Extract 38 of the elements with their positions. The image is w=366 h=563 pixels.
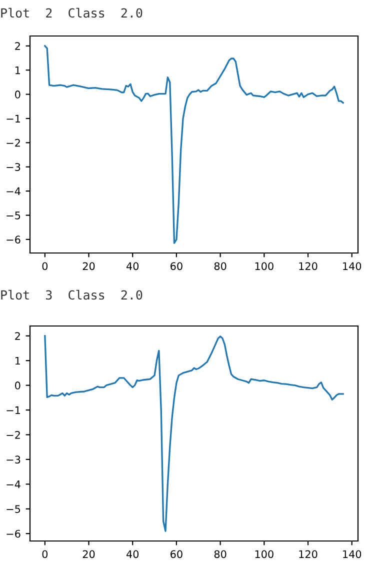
x-tick-label: 20	[82, 262, 95, 270]
y-tick-label: −4	[6, 187, 20, 196]
chart-title: Plot 3 Class 2.0	[1, 290, 142, 300]
x-tick-label: 0	[42, 262, 48, 270]
y-tick-label: −3	[6, 163, 20, 171]
y-tick-label: −2	[6, 430, 20, 439]
y-tick-label: −1	[6, 406, 20, 414]
y-tick-label: −5	[6, 212, 20, 220]
x-tick-label: 100	[255, 550, 274, 558]
y-tick-label: 1	[15, 66, 20, 74]
y-tick-label: −6	[6, 236, 20, 244]
y-tick-label: 0	[15, 382, 20, 390]
y-tick-label: 1	[15, 356, 20, 365]
y-tick-label: 0	[15, 90, 20, 98]
y-tick-label: −4	[6, 480, 20, 488]
x-tick-label: 0	[42, 550, 48, 558]
x-tick-label: 80	[214, 262, 226, 270]
x-tick-label: 60	[170, 550, 182, 558]
y-tick-label: −2	[6, 138, 20, 147]
x-tick-label: 20	[82, 550, 95, 558]
chart-title: Plot 2 Class 2.0	[1, 8, 142, 18]
x-tick-label: 60	[170, 262, 182, 270]
x-tick-label: 40	[126, 262, 139, 270]
y-tick-label: −3	[6, 456, 20, 464]
y-tick-label: 2	[15, 42, 20, 50]
x-tick-label: 100	[255, 262, 274, 270]
x-tick-label: 120	[299, 262, 318, 270]
x-tick-label: 140	[343, 262, 362, 270]
line-series	[44, 335, 344, 532]
x-tick-label: 40	[126, 550, 139, 558]
y-tick-label: −1	[6, 114, 20, 122]
y-tick-label: −5	[6, 505, 20, 513]
x-tick-label: 80	[214, 550, 226, 558]
line-series	[44, 45, 344, 244]
x-tick-label: 140	[343, 550, 362, 558]
y-tick-label: −6	[6, 530, 20, 538]
x-tick-label: 120	[299, 550, 318, 558]
y-tick-label: 2	[15, 332, 20, 340]
